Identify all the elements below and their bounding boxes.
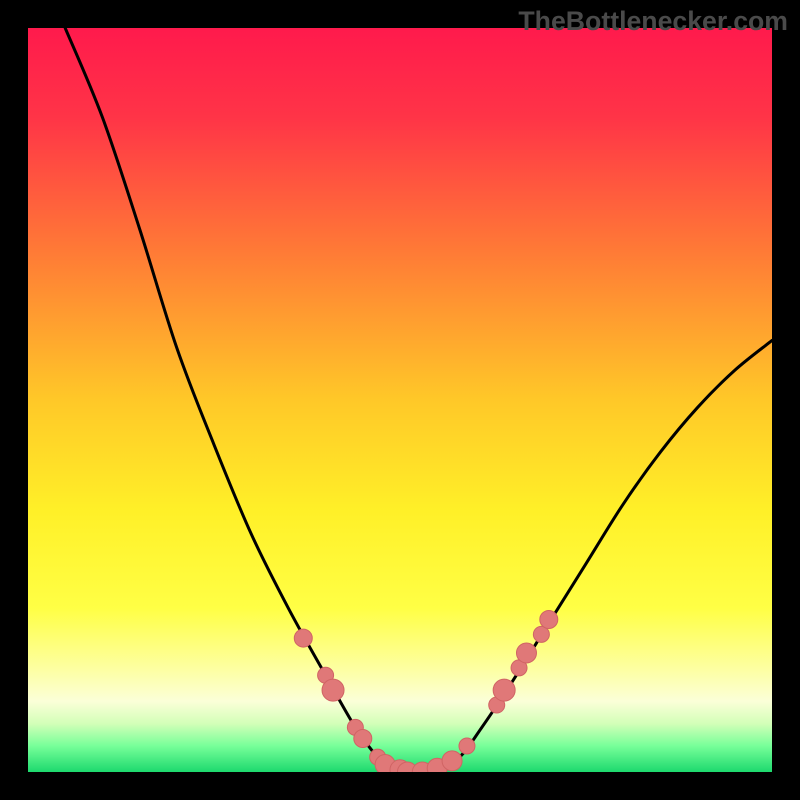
marker-point — [354, 730, 372, 748]
marker-point — [442, 751, 462, 771]
gradient-background — [28, 28, 772, 772]
marker-point — [540, 610, 558, 628]
marker-point — [294, 629, 312, 647]
chart-container: TheBottlenecker.com — [0, 0, 800, 800]
bottleneck-chart — [0, 0, 800, 800]
marker-point — [322, 679, 344, 701]
marker-point — [493, 679, 515, 701]
marker-point — [516, 643, 536, 663]
marker-point — [459, 738, 475, 754]
watermark-text: TheBottlenecker.com — [518, 6, 788, 37]
